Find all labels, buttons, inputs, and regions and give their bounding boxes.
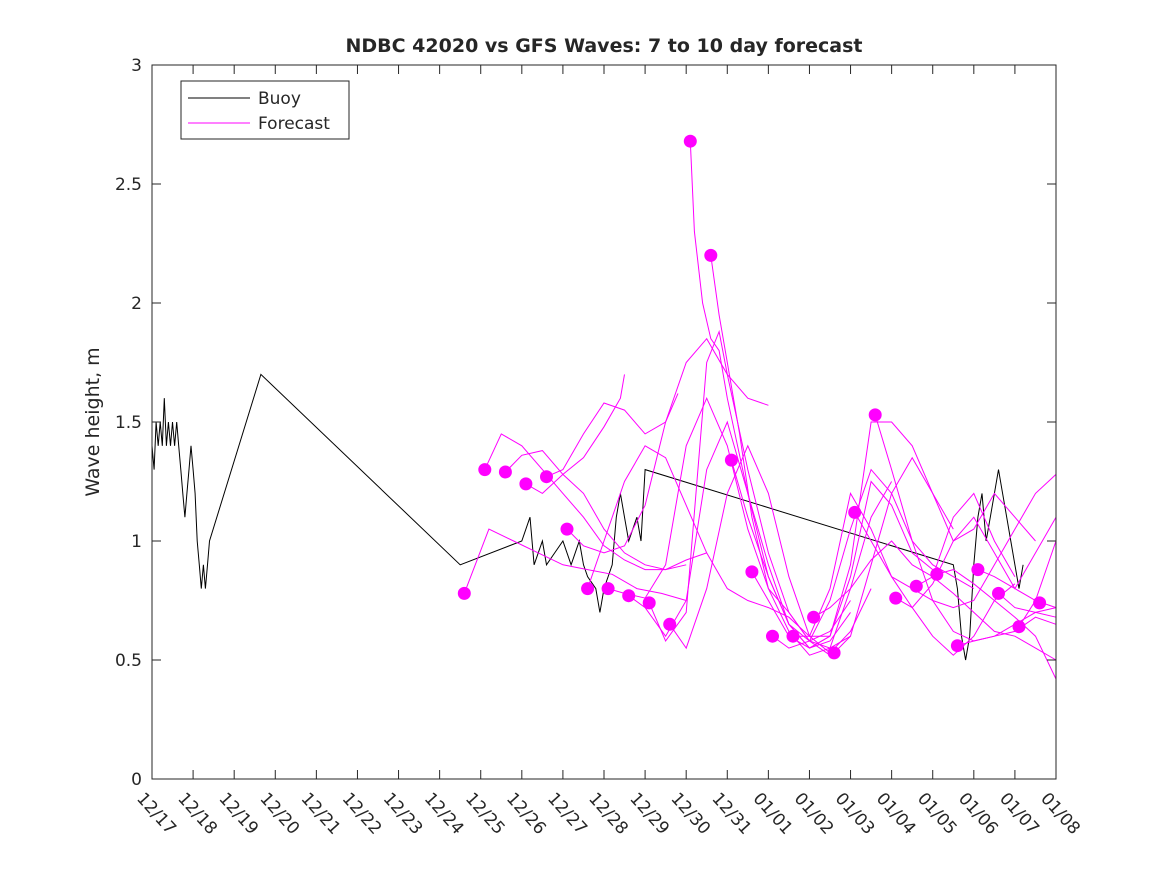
forecast-start-marker-0 [457,586,471,600]
buoy-series-line [151,373,1024,661]
forecast-series-line-20 [854,474,1057,609]
forecast-start-marker-2 [498,465,512,479]
y-tick-label-5: 2.5 [115,175,142,195]
forecast-start-marker-27 [1012,620,1026,634]
y-tick-label-1: 0.5 [115,651,142,671]
forecast-start-marker-9 [642,596,656,610]
forecast-start-marker-11 [683,134,697,148]
forecast-start-marker-23 [930,567,944,581]
forecast-start-marker-10 [663,617,677,631]
y-tick-label-3: 1.5 [115,413,142,433]
forecast-start-marker-8 [622,589,636,603]
y-axis-label: Wave height, m [82,347,104,496]
forecast-series-line-24 [936,569,1057,680]
forecast-start-marker-14 [745,565,759,579]
forecast-series-line-22 [895,516,1057,609]
forecast-start-marker-12 [704,248,718,262]
forecast-start-marker-15 [766,629,779,643]
forecast-start-marker-18 [827,646,841,660]
forecast-start-marker-7 [601,582,615,596]
forecast-series-line-27 [998,593,1057,618]
forecast-series-line-18 [813,492,1016,618]
y-tick-label-6: 3 [131,56,142,76]
forecast-series-line-25 [957,616,1057,647]
forecast-start-marker-28 [1033,596,1047,610]
forecast-series-line-3 [505,450,707,571]
forecast-start-marker-17 [807,610,821,624]
forecast-start-marker-13 [724,453,738,467]
forecast-series-line-21 [874,414,1057,642]
forecast-series-line-6 [566,337,769,554]
marker-layer [457,134,1047,660]
forecast-start-marker-26 [992,586,1005,600]
legend: Buoy Forecast [180,80,350,140]
forecast-series-line-4 [525,374,625,495]
series-layer [151,141,1057,680]
forecast-series-line-11 [669,444,872,654]
forecast-start-marker-22 [909,579,923,593]
forecast-start-marker-5 [560,522,574,536]
forecast-series-line-17 [793,492,1016,656]
forecast-series-line-2 [484,433,687,571]
forecast-series-line-13 [710,255,893,656]
forecast-start-marker-24 [950,639,964,653]
forecast-start-marker-1 [478,463,492,477]
forecast-start-marker-19 [848,505,862,519]
forecast-start-marker-16 [786,629,800,643]
forecast-series-line-12 [689,141,851,649]
forecast-series-line-7 [587,445,830,637]
forecast-start-marker-3 [519,477,533,491]
forecast-series-line-19 [833,456,1036,654]
forecast-start-marker-4 [540,470,553,484]
forecast-series-line-5 [546,393,679,478]
legend-forecast-label: Forecast [258,114,330,134]
forecast-start-marker-25 [971,563,985,577]
forecast-start-marker-6 [581,582,595,596]
forecast-start-marker-20 [868,408,882,422]
y-tick-label-4: 2 [131,294,142,314]
legend-box [180,80,350,140]
y-tick-label-0: 0 [131,770,142,790]
forecast-start-marker-21 [889,591,903,605]
y-tick-label-2: 1 [131,532,142,552]
chart-title: NDBC 42020 vs GFS Waves: 7 to 10 day for… [345,35,862,57]
legend-buoy-label: Buoy [258,89,301,109]
forecast-series-line-15 [751,421,954,649]
